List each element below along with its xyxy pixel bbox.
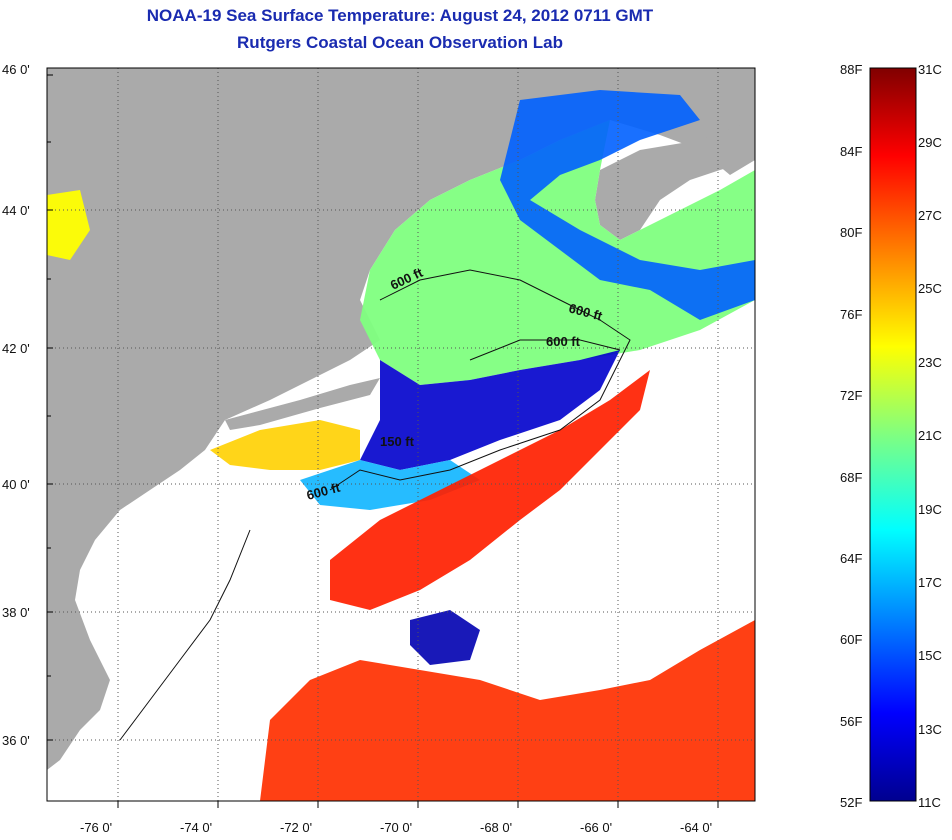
sst-shelf-cold	[360, 350, 620, 470]
sst-cold-eddy	[410, 610, 480, 665]
colorbar-c-label: 11C	[918, 795, 941, 810]
colorbar-c-label: 29C	[918, 135, 942, 150]
land-us-mainland	[47, 68, 755, 770]
bathymetry-contours	[119, 269, 631, 741]
sst-gulf-stream	[330, 370, 650, 610]
land-long-island	[225, 378, 380, 430]
colorbar-f-label: 60F	[840, 632, 862, 647]
colorbar-c-label: 31C	[918, 62, 942, 77]
lon-label: -68 0'	[480, 820, 512, 835]
map-area: 600 ft 600 ft 600 ft 150 ft 600 ft	[47, 68, 755, 801]
colorbar-f-label: 80F	[840, 225, 862, 240]
sst-gulf-of-maine	[360, 120, 755, 385]
lat-label: 42 0'	[2, 341, 30, 356]
colorbar-c-label: 19C	[918, 502, 942, 517]
lat-label: 38 0'	[2, 605, 30, 620]
colorbar-f-label: 84F	[840, 144, 862, 159]
colorbar-c-label: 15C	[918, 648, 942, 663]
lat-ticks	[47, 74, 53, 741]
colorbar-c-label: 17C	[918, 575, 942, 590]
map-title: NOAA-19 Sea Surface Temperature: August …	[146, 6, 654, 25]
colorbar-f-label: 76F	[840, 307, 862, 322]
lon-label: -74 0'	[180, 820, 212, 835]
sst-north-blob	[47, 190, 90, 260]
colorbar-f-label: 64F	[840, 551, 862, 566]
lon-ticks	[117, 801, 719, 808]
colorbar-c-label: 23C	[918, 355, 942, 370]
colorbar-f-label: 72F	[840, 388, 862, 403]
colorbar-c-label: 25C	[918, 281, 942, 296]
lat-label: 44 0'	[2, 203, 30, 218]
lat-label: 40 0'	[2, 477, 30, 492]
colorbar-c-label: 13C	[918, 722, 942, 737]
colorbar-f-label: 68F	[840, 470, 862, 485]
lat-label: 36 0'	[2, 733, 30, 748]
map-subtitle: Rutgers Coastal Ocean Observation Lab	[237, 33, 563, 52]
contour-label: 600 ft	[546, 334, 581, 349]
lon-label: -72 0'	[280, 820, 312, 835]
sst-cool-band	[500, 90, 755, 320]
colorbar-f-label: 88F	[840, 62, 862, 77]
lon-label: -76 0'	[80, 820, 112, 835]
colorbar-f-label: 52F	[840, 795, 862, 810]
lon-label: -64 0'	[680, 820, 712, 835]
colorbar	[869, 67, 917, 802]
sst-coastal-yellow	[210, 420, 360, 470]
lon-label: -66 0'	[580, 820, 612, 835]
map-frame	[46, 67, 756, 802]
lon-label: -70 0'	[380, 820, 412, 835]
colorbar-c-label: 21C	[918, 428, 942, 443]
colorbar-c-label: 27C	[918, 208, 942, 223]
contour-label: 150 ft	[380, 434, 415, 449]
sst-southern-warm	[260, 620, 755, 801]
colorbar-f-label: 56F	[840, 714, 862, 729]
lat-label: 46 0'	[2, 62, 30, 77]
